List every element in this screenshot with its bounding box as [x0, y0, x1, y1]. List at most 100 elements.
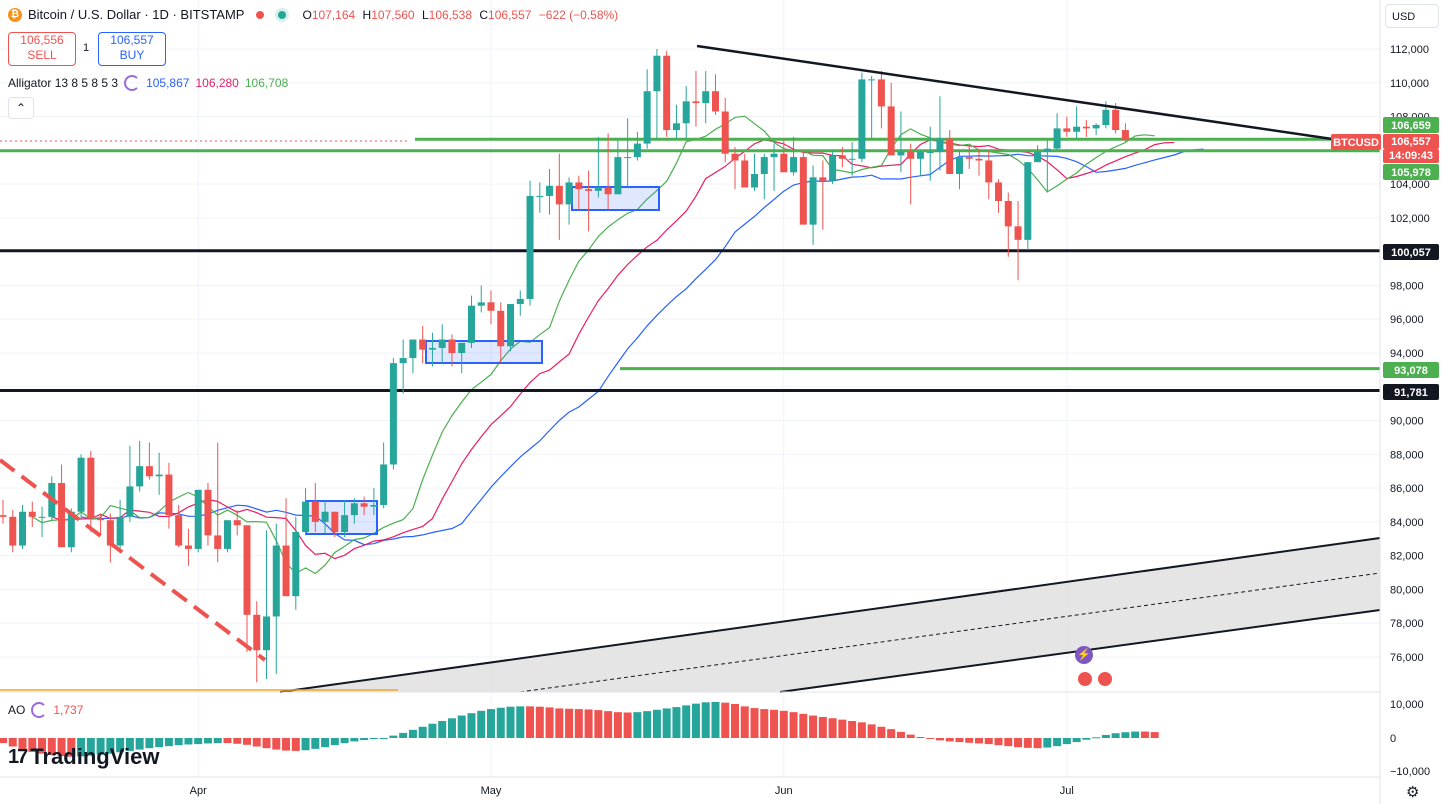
candle[interactable]: [9, 510, 17, 553]
candle[interactable]: [428, 332, 436, 367]
candle[interactable]: [302, 488, 310, 536]
candle[interactable]: [1121, 123, 1129, 142]
candle[interactable]: [145, 442, 153, 480]
candle[interactable]: [409, 339, 417, 374]
candle[interactable]: [790, 136, 798, 176]
candle[interactable]: [575, 175, 583, 210]
candle[interactable]: [1073, 106, 1081, 139]
candle[interactable]: [360, 496, 368, 516]
candle[interactable]: [1043, 140, 1051, 193]
candle[interactable]: [38, 506, 46, 538]
candle[interactable]: [614, 140, 622, 195]
candle[interactable]: [223, 520, 231, 553]
candle[interactable]: [594, 136, 602, 198]
candle[interactable]: [672, 104, 680, 139]
candle[interactable]: [1082, 119, 1090, 137]
tradingview-logo[interactable]: 17 TradingView: [8, 744, 159, 770]
candle[interactable]: [126, 445, 134, 522]
symbol-title[interactable]: Bitcoin / U.S. Dollar · 1D · BITSTAMP: [28, 7, 245, 22]
candle[interactable]: [389, 358, 397, 470]
economic-event-flag-icon[interactable]: [1076, 670, 1094, 688]
candle[interactable]: [565, 177, 573, 225]
candle[interactable]: [692, 70, 700, 127]
settings-icon[interactable]: ⚙: [1406, 784, 1420, 801]
candle[interactable]: [936, 96, 944, 171]
buy-button[interactable]: 106,557 BUY: [98, 32, 166, 66]
currency-selector[interactable]: USD: [1385, 4, 1439, 28]
candle[interactable]: [136, 440, 144, 492]
candle[interactable]: [975, 148, 983, 176]
candle[interactable]: [653, 49, 661, 139]
event-flash-icon[interactable]: ⚡: [1075, 646, 1093, 664]
candle[interactable]: [526, 180, 534, 306]
candle[interactable]: [926, 126, 934, 181]
candle[interactable]: [585, 170, 593, 232]
candle[interactable]: [985, 150, 993, 200]
candle[interactable]: [350, 498, 358, 524]
candle[interactable]: [399, 339, 407, 394]
time-axis[interactable]: Apr May Jun Jul: [190, 785, 1074, 797]
candle[interactable]: [272, 523, 280, 674]
candle[interactable]: [467, 295, 475, 348]
candle[interactable]: [916, 150, 924, 176]
candle[interactable]: [877, 70, 885, 129]
ao-legend[interactable]: AO 1,737: [8, 702, 83, 718]
candle[interactable]: [555, 153, 563, 240]
candle[interactable]: [87, 450, 95, 533]
candle[interactable]: [819, 160, 827, 230]
candle[interactable]: [214, 442, 222, 563]
candle[interactable]: [1092, 123, 1100, 136]
candle[interactable]: [438, 324, 446, 364]
candle[interactable]: [19, 505, 27, 549]
candle[interactable]: [155, 452, 163, 495]
candle[interactable]: [848, 141, 856, 176]
candle[interactable]: [175, 505, 183, 548]
alligator-legend[interactable]: Alligator 13 8 5 8 5 3 105,867 106,280 1…: [8, 75, 288, 91]
candle[interactable]: [77, 454, 85, 519]
candle[interactable]: [263, 530, 271, 679]
candle[interactable]: [995, 179, 1003, 213]
candle[interactable]: [184, 528, 192, 566]
candle[interactable]: [1053, 113, 1061, 151]
candle[interactable]: [380, 442, 388, 509]
candle[interactable]: [204, 483, 212, 546]
candle[interactable]: [721, 97, 729, 163]
candle[interactable]: [741, 153, 749, 188]
candle[interactable]: [711, 74, 719, 115]
candles[interactable]: [0, 49, 1129, 683]
candle[interactable]: [370, 488, 378, 516]
candle[interactable]: [633, 131, 641, 161]
candle[interactable]: [194, 489, 202, 553]
candle[interactable]: [604, 133, 612, 210]
candle[interactable]: [907, 143, 915, 205]
candle[interactable]: [780, 138, 788, 173]
candle[interactable]: [487, 290, 495, 325]
candle[interactable]: [1034, 145, 1042, 163]
candle[interactable]: [682, 86, 690, 139]
candle[interactable]: [1004, 192, 1012, 257]
candle[interactable]: [58, 464, 66, 548]
candle[interactable]: [546, 168, 554, 215]
candle[interactable]: [643, 69, 651, 149]
candle[interactable]: [497, 302, 505, 364]
candle[interactable]: [311, 483, 319, 533]
candle[interactable]: [838, 146, 846, 168]
candle[interactable]: [458, 342, 466, 374]
symbol-header[interactable]: ₿ Bitcoin / U.S. Dollar · 1D · BITSTAMP …: [8, 7, 622, 22]
candle[interactable]: [97, 513, 105, 536]
candle[interactable]: [1014, 201, 1022, 281]
candle[interactable]: [946, 130, 954, 174]
candle[interactable]: [243, 525, 251, 652]
candle[interactable]: [419, 325, 427, 364]
candle[interactable]: [292, 516, 300, 610]
candle[interactable]: [233, 510, 241, 536]
candle[interactable]: [106, 513, 114, 563]
candle[interactable]: [477, 285, 485, 313]
candle[interactable]: [1063, 116, 1071, 137]
candle[interactable]: [448, 334, 456, 367]
candle[interactable]: [809, 165, 817, 245]
candle[interactable]: [760, 153, 768, 200]
candle[interactable]: [887, 82, 895, 156]
economic-event-flag-icon[interactable]: [1096, 670, 1114, 688]
